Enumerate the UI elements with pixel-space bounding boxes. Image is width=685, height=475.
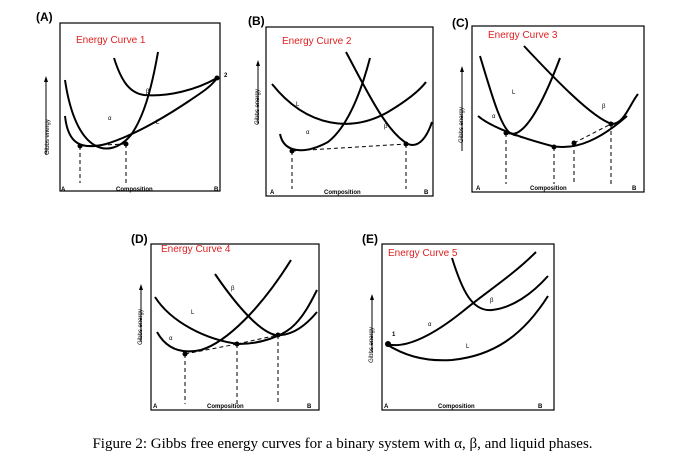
curve-l xyxy=(154,289,318,346)
axes-frame xyxy=(150,243,320,411)
x-end-label: B xyxy=(307,404,312,410)
panel-title: Energy Curve 2 xyxy=(282,36,352,47)
tie-line xyxy=(291,143,407,152)
y-arrowhead xyxy=(256,60,260,66)
x-end-label: B xyxy=(214,187,219,193)
curve-label-l: L xyxy=(296,102,300,108)
curve-label-beta: β xyxy=(384,124,388,130)
curve-beta xyxy=(523,45,639,126)
axes-frame xyxy=(471,25,645,193)
figure-caption: Figure 2: Gibbs free energy curves for a… xyxy=(92,436,593,452)
axes-frame xyxy=(59,22,221,192)
curve-l xyxy=(64,77,218,148)
panel-c: (C) Energy Curve 3 Gibbs energy L α β A … xyxy=(452,16,648,196)
y-arrowhead xyxy=(44,76,48,82)
curve-label-alpha: α xyxy=(428,322,432,328)
panel-e-plot xyxy=(370,243,555,411)
panel-a-plot xyxy=(44,22,221,192)
y-axis-label: Gibbs energy xyxy=(255,89,261,125)
curve-label-beta: β xyxy=(231,286,235,292)
curve-label-beta: β xyxy=(146,89,150,95)
tangent-point xyxy=(385,341,391,347)
x-axis-label: Composition xyxy=(116,187,153,193)
curve-label-l: L xyxy=(512,90,516,96)
panel-b: (B) Energy Curve 2 Gibbs energy L α β A … xyxy=(248,14,446,200)
panel-d: (D) Energy Curve 4 Gibbs energy β L α A … xyxy=(131,232,321,416)
panel-d-plot xyxy=(139,243,320,411)
panel-label: (A) xyxy=(36,10,53,24)
curve-label-beta: β xyxy=(602,104,606,110)
curve-label-l: L xyxy=(466,344,470,350)
x-end-label: B xyxy=(538,404,543,410)
x-start-label: A xyxy=(61,187,66,193)
axes-frame xyxy=(265,26,434,197)
y-axis-label: Gibbs energy xyxy=(45,119,51,155)
x-axis-label: Composition xyxy=(438,404,475,410)
curve-label-l: L xyxy=(191,310,195,316)
panel-label: (B) xyxy=(248,14,265,28)
curve-beta xyxy=(451,257,549,312)
panel-label: (C) xyxy=(452,16,469,30)
curve-alpha xyxy=(156,259,292,353)
y-axis-label: Gibbs energy xyxy=(369,327,375,363)
panel-c-plot xyxy=(460,25,645,193)
panel-e: (E) Energy Curve 5 Gibbs energy 1 β α L … xyxy=(362,232,558,416)
axes-frame xyxy=(381,243,555,411)
x-start-label: A xyxy=(270,190,275,196)
y-axis-label: Gibbs energy xyxy=(459,107,465,143)
y-arrowhead xyxy=(370,294,374,300)
curve-l xyxy=(385,295,549,362)
x-end-label: B xyxy=(632,186,637,192)
panel-a: (A) Energy Curve 1 Gibbs energy β α L 2 … xyxy=(36,10,246,198)
curve-label-l: L xyxy=(156,120,160,126)
x-axis-label: Composition xyxy=(207,404,244,410)
point-label: 1 xyxy=(392,332,396,338)
tangent-point xyxy=(214,75,220,81)
panel-title: Energy Curve 3 xyxy=(488,30,558,41)
tie-line xyxy=(79,143,127,147)
x-end-label: B xyxy=(424,190,429,196)
y-arrowhead xyxy=(139,284,143,290)
curve-label-alpha: α xyxy=(306,130,310,136)
x-start-label: A xyxy=(384,404,389,410)
curve-alpha xyxy=(479,55,561,136)
curve-label-beta: β xyxy=(490,298,494,304)
panel-title: Energy Curve 4 xyxy=(161,244,231,255)
curve-label-alpha: α xyxy=(169,336,173,342)
panel-label: (D) xyxy=(131,232,148,246)
x-axis-label: Composition xyxy=(530,186,567,192)
curve-beta xyxy=(113,57,218,97)
panel-title: Energy Curve 1 xyxy=(76,35,146,46)
point-label: 2 xyxy=(224,73,228,79)
curve-beta xyxy=(214,273,318,337)
curve-l xyxy=(271,81,427,125)
tie-line xyxy=(505,132,555,148)
x-start-label: A xyxy=(153,404,158,410)
curve-label-alpha: α xyxy=(108,116,112,122)
panel-b-plot xyxy=(256,26,434,197)
curve-alpha xyxy=(279,57,371,152)
panel-label: (E) xyxy=(362,232,378,246)
curve-label-alpha: α xyxy=(492,114,496,120)
curve-alpha xyxy=(64,51,159,150)
tie-line xyxy=(184,343,238,355)
y-arrowhead xyxy=(460,66,464,72)
y-axis-label: Gibbs energy xyxy=(138,309,144,345)
curve-beta xyxy=(345,51,433,146)
panel-title: Energy Curve 5 xyxy=(388,248,458,259)
x-start-label: A xyxy=(476,186,481,192)
curve-alpha xyxy=(385,251,537,347)
x-axis-label: Composition xyxy=(324,190,361,196)
